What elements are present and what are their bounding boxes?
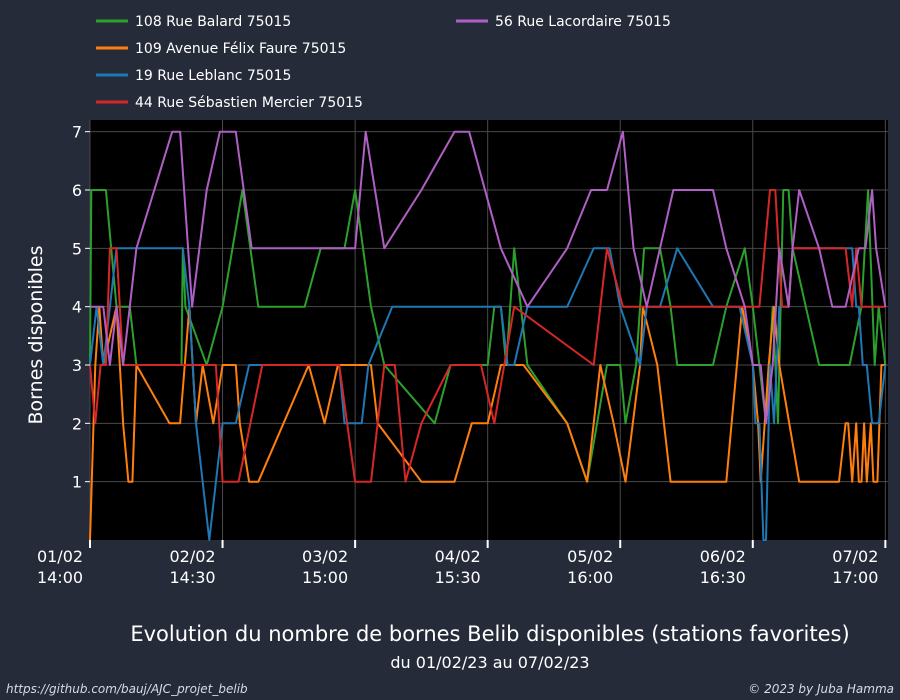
- x-tick-label-time: 15:00: [302, 568, 348, 587]
- x-tick-label-time: 17:00: [832, 568, 878, 587]
- x-tick-label-date: 06/02: [700, 547, 746, 566]
- y-tick-label: 7: [72, 123, 82, 142]
- x-tick-label-date: 04/02: [435, 547, 481, 566]
- chart-subtitle: du 01/02/23 au 07/02/23: [390, 653, 590, 672]
- y-tick-label: 1: [72, 473, 82, 492]
- x-tick-label-time: 16:00: [567, 568, 613, 587]
- x-tick-label-date: 01/02: [37, 547, 83, 566]
- y-axis-label: Bornes disponibles: [25, 246, 47, 425]
- legend-label: 44 Rue Sébastien Mercier 75015: [135, 95, 363, 111]
- chart-title: Evolution du nombre de bornes Belib disp…: [130, 622, 850, 646]
- y-tick-label: 6: [72, 181, 82, 200]
- legend: 108 Rue Balard 75015 109 Avenue Félix Fau…: [96, 14, 671, 111]
- x-tick-label-date: 03/02: [302, 547, 348, 566]
- x-tick-label-date: 05/02: [567, 547, 613, 566]
- x-tick-label-date: 07/02: [832, 547, 878, 566]
- y-tick-label: 4: [72, 298, 82, 317]
- axes: 1 2 3 4 5 6 7 01/02 14:00 02/02 14:30 03/02 15:00 04/…: [37, 123, 887, 587]
- x-tick-label-time: 14:00: [37, 568, 83, 587]
- legend-label: 19 Rue Leblanc 75015: [135, 68, 291, 84]
- legend-label: 108 Rue Balard 75015: [135, 14, 291, 30]
- series-group: [89, 130, 887, 541]
- footer-repo-link[interactable]: https://github.com/bauj/AJC_projet_belib: [6, 682, 248, 696]
- footer-copyright: © 2023 by Juba Hamma: [748, 682, 894, 696]
- x-tick-label-time: 14:30: [170, 568, 216, 587]
- x-tick-label-time: 16:30: [700, 568, 746, 587]
- legend-label: 56 Rue Lacordaire 75015: [495, 14, 671, 30]
- x-tick-label-time: 15:30: [435, 568, 481, 587]
- x-tick-label-date: 02/02: [170, 547, 216, 566]
- series-line-5: [90, 130, 887, 425]
- y-tick-label: 3: [72, 356, 82, 375]
- y-tick-label: 5: [72, 239, 82, 258]
- y-tick-label: 2: [72, 414, 82, 433]
- legend-label: 109 Avenue Félix Faure 75015: [135, 41, 346, 57]
